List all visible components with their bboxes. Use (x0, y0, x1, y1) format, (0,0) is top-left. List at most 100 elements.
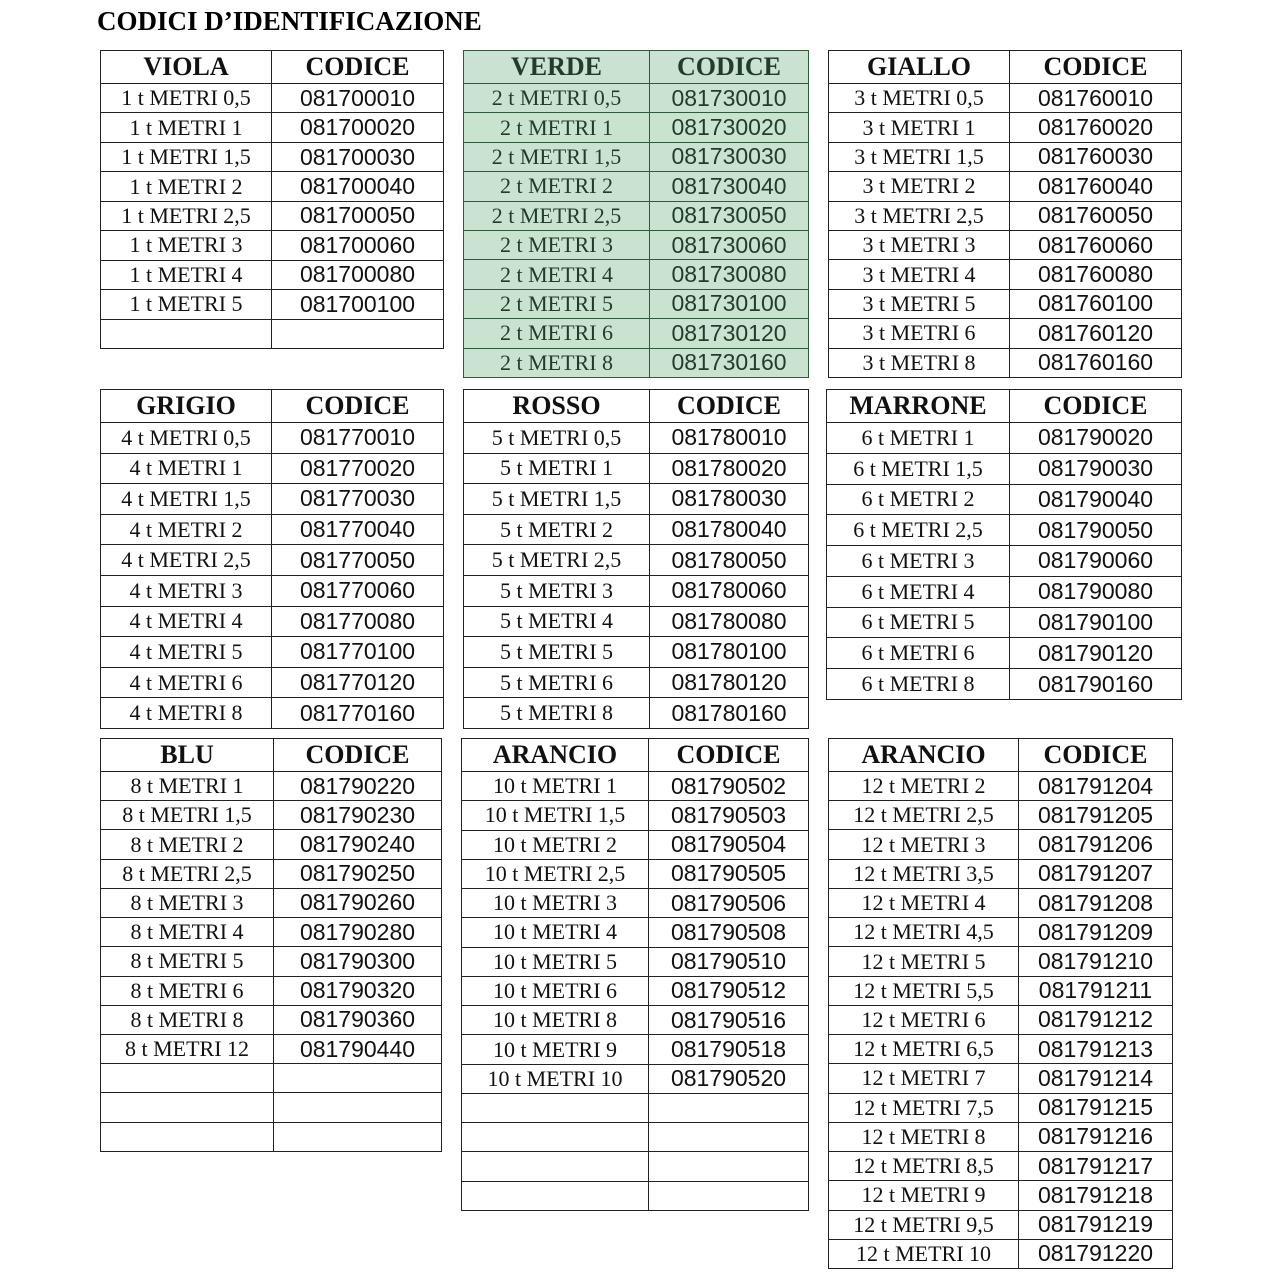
label-cell: 2 t METRI 3 (463, 229, 650, 261)
table-header: GRIGIO CODICE (100, 389, 444, 423)
code-cell: 081791210 (1018, 946, 1173, 977)
label-cell: 3 t METRI 0,5 (828, 82, 1010, 114)
label-cell: 1 t METRI 2 (100, 171, 272, 202)
code-cell: 081790504 (648, 829, 809, 860)
code-cell: 081790510 (648, 946, 809, 977)
label-cell: 5 t METRI 5 (463, 636, 650, 668)
code-cell: CODICE (648, 738, 809, 772)
table-header: VERDE CODICE (463, 50, 809, 84)
label-cell: 10 t METRI 4 (461, 917, 649, 948)
table-row: 12 t METRI 10 081791220 (828, 1238, 1173, 1269)
table-row: 10 t METRI 5 081790510 (461, 946, 809, 977)
code-cell: 081780100 (649, 636, 809, 668)
code-cell: 081791220 (1018, 1238, 1173, 1269)
table-row: 6 t METRI 8 081790160 (826, 668, 1182, 700)
table-row: 6 t METRI 5 081790100 (826, 606, 1182, 639)
code-cell: 081790240 (273, 829, 442, 860)
table-row: 6 t METRI 2 081790040 (826, 483, 1182, 516)
label-cell: VIOLA (100, 50, 272, 84)
table-row: 2 t METRI 2,5 081730050 (463, 200, 809, 231)
table-row: 5 t METRI 8 081780160 (463, 697, 809, 729)
code-table-grigio: GRIGIO CODICE 4 t METRI 0,5 081770010 4 t ME… (100, 389, 444, 729)
label-cell: 6 t METRI 8 (826, 668, 1010, 700)
code-cell: 081791205 (1018, 800, 1173, 831)
table-row: 4 t METRI 8 081770160 (100, 697, 444, 729)
code-cell: 081790320 (273, 975, 442, 1006)
table-row: 10 t METRI 6 081790512 (461, 975, 809, 1007)
table-row: 10 t METRI 3 081790506 (461, 888, 809, 919)
code-cell: 081790020 (1009, 422, 1182, 454)
code-cell: CODICE (1009, 389, 1182, 423)
code-cell: CODICE (1018, 738, 1173, 772)
label-cell: 8 t METRI 1 (100, 770, 274, 802)
table-row: 6 t METRI 4 081790080 (826, 575, 1182, 608)
table-row-empty (461, 1180, 809, 1211)
label-cell: 10 t METRI 9 (461, 1034, 649, 1065)
code-cell: 081770050 (271, 544, 444, 576)
label-cell: 8 t METRI 8 (100, 1004, 274, 1035)
label-cell: 12 t METRI 7 (828, 1063, 1019, 1094)
code-cell: 081790080 (1009, 575, 1182, 608)
table-row: 12 t METRI 6,5 081791213 (828, 1034, 1173, 1065)
code-cell: 081780010 (649, 422, 809, 454)
label-cell: 12 t METRI 9 (828, 1180, 1019, 1211)
table-row: 12 t METRI 7,5 081791215 (828, 1092, 1173, 1123)
label-cell: 12 t METRI 9,5 (828, 1209, 1019, 1240)
code-cell: 081791219 (1018, 1209, 1173, 1240)
label-cell: 10 t METRI 1 (461, 770, 649, 802)
table-row: 2 t METRI 2 081730040 (463, 171, 809, 202)
label-cell: 10 t METRI 8 (461, 1005, 649, 1036)
label-cell: 3 t METRI 5 (828, 288, 1010, 320)
label-cell: 12 t METRI 3 (828, 829, 1019, 860)
table-row: 3 t METRI 5 081760100 (828, 288, 1182, 320)
table-row: 8 t METRI 3 081790260 (100, 887, 442, 919)
code-cell: 081790512 (648, 975, 809, 1007)
table-row: 12 t METRI 4,5 081791209 (828, 917, 1173, 948)
label-cell: 5 t METRI 6 (463, 666, 650, 699)
table-row: 10 t METRI 8 081790516 (461, 1005, 809, 1036)
table-row: 1 t METRI 2,5 081700050 (100, 200, 444, 232)
label-cell: 12 t METRI 5 (828, 946, 1019, 977)
label-cell: 2 t METRI 0,5 (463, 82, 650, 114)
code-cell: 081791213 (1018, 1034, 1173, 1065)
code-cell: 081770010 (271, 422, 444, 454)
table-row: 4 t METRI 5 081770100 (100, 636, 444, 668)
table-row: 10 t METRI 1,5 081790503 (461, 800, 809, 831)
label-cell: 12 t METRI 6,5 (828, 1034, 1019, 1065)
code-cell: 081760160 (1009, 347, 1182, 378)
table-row: 8 t METRI 2 081790240 (100, 829, 442, 860)
table-row: 5 t METRI 3 081780060 (463, 574, 809, 607)
code-cell: CODICE (271, 389, 444, 423)
code-cell: 081790260 (273, 887, 442, 919)
label-cell: 8 t METRI 3 (100, 887, 274, 919)
table-header: ARANCIO CODICE (461, 738, 809, 772)
label-cell (461, 1180, 649, 1211)
code-cell: 081780020 (649, 452, 809, 485)
page-title: CODICI D’IDENTIFICAZIONE (97, 6, 482, 36)
label-cell: 1 t METRI 0,5 (100, 82, 272, 114)
label-cell: 3 t METRI 6 (828, 318, 1010, 349)
label-cell: 5 t METRI 1 (463, 452, 650, 485)
table-row: 3 t METRI 2,5 081760050 (828, 200, 1182, 231)
label-cell: 4 t METRI 8 (100, 697, 272, 729)
table-header: VIOLA CODICE (100, 50, 444, 84)
table-row: 4 t METRI 4 081770080 (100, 605, 444, 638)
label-cell: 10 t METRI 5 (461, 946, 649, 977)
label-cell: 3 t METRI 1,5 (828, 141, 1010, 173)
table-header: ARANCIO CODICE (828, 738, 1173, 772)
table-row: 12 t METRI 7 081791214 (828, 1063, 1173, 1094)
code-cell: CODICE (271, 50, 444, 84)
code-table-verde: VERDE CODICE 2 t METRI 0,5 081730010 2 t MET… (463, 50, 809, 378)
table-row: 8 t METRI 4 081790280 (100, 917, 442, 948)
code-cell: 081780030 (649, 483, 809, 515)
code-cell: 081790220 (273, 770, 442, 802)
table-row: 4 t METRI 1,5 081770030 (100, 483, 444, 515)
label-cell: 1 t METRI 3 (100, 230, 272, 261)
label-cell: 3 t METRI 3 (828, 229, 1010, 261)
code-cell: 081790280 (273, 917, 442, 948)
code-cell: 081700020 (271, 112, 444, 143)
table-header: ROSSO CODICE (463, 389, 809, 423)
label-cell: 3 t METRI 4 (828, 259, 1010, 290)
table-row: 3 t METRI 3 081760060 (828, 229, 1182, 261)
label-cell: ROSSO (463, 389, 650, 423)
